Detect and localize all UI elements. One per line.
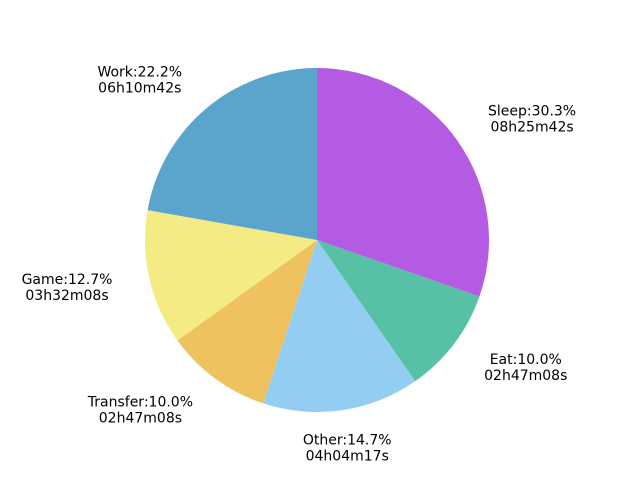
slice-label-duration: 03h32m08s	[25, 288, 108, 304]
slice-label-title: Game:12.7%	[22, 272, 113, 288]
slice-label-duration: 04h04m17s	[306, 449, 389, 465]
pie-slice-eat	[317, 240, 480, 382]
slice-label-duration: 08h25m42s	[490, 119, 573, 135]
pie-slice-work	[147, 68, 317, 240]
slice-label-title: Sleep:30.3%	[488, 103, 576, 119]
slice-label-duration: 02h47m08s	[484, 368, 567, 384]
slice-label-transfer: Transfer:10.0% 02h47m08s	[87, 394, 193, 426]
slice-label-other: Other:14.7% 04h04m17s	[303, 433, 392, 465]
slice-label-title: Work:22.2%	[97, 64, 182, 80]
slices-layer	[144, 68, 489, 412]
slice-label-title: Other:14.7%	[303, 433, 392, 449]
pie-slice-game	[144, 210, 317, 341]
slice-label-eat: Eat:10.0% 02h47m08s	[484, 352, 567, 384]
slice-label-duration: 06h10m42s	[98, 80, 181, 96]
slice-label-work: Work:22.2% 06h10m42s	[97, 64, 182, 96]
slice-label-title: Eat:10.0%	[490, 352, 562, 368]
slice-label-sleep: Sleep:30.3% 08h25m42s	[488, 103, 576, 135]
slice-label-game: Game:12.7% 03h32m08s	[22, 272, 113, 304]
pie-slice-sleep	[317, 68, 489, 297]
slice-label-duration: 02h47m08s	[99, 410, 182, 426]
pie-slice-other	[263, 240, 416, 412]
pie-slice-transfer	[177, 240, 317, 404]
slice-label-title: Transfer:10.0%	[87, 394, 193, 410]
